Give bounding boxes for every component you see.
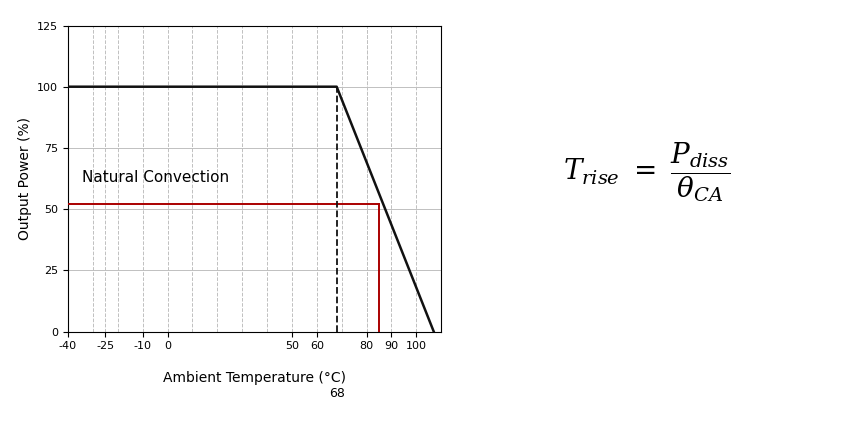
Y-axis label: Output Power (%): Output Power (%) (18, 117, 31, 240)
Text: Natural Convection: Natural Convection (82, 170, 229, 185)
Text: $\mathit{T}_{rise} \ = \ \dfrac{\mathit{P}_{diss}}{\theta_{CA}}$: $\mathit{T}_{rise} \ = \ \dfrac{\mathit{… (563, 141, 730, 204)
X-axis label: Ambient Temperature (°C): Ambient Temperature (°C) (163, 371, 346, 385)
Text: 68: 68 (329, 387, 344, 399)
